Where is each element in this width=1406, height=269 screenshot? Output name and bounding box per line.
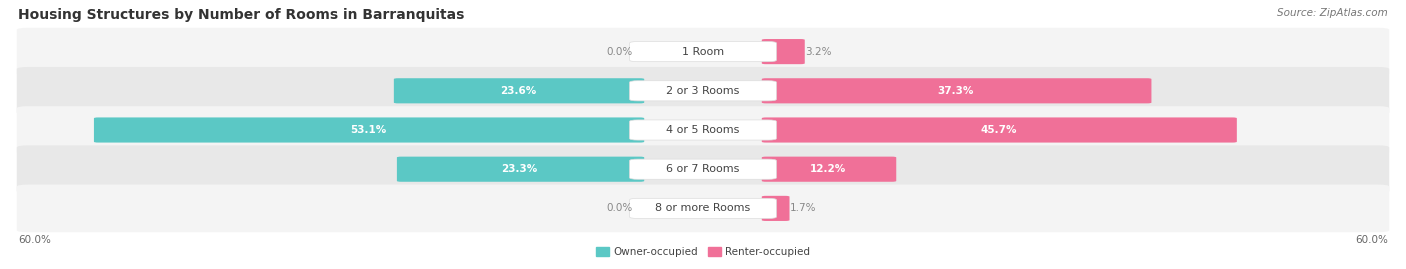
Text: 8 or more Rooms: 8 or more Rooms xyxy=(655,203,751,213)
Text: 37.3%: 37.3% xyxy=(938,86,974,96)
Text: 0.0%: 0.0% xyxy=(607,47,633,56)
Text: 1 Room: 1 Room xyxy=(682,47,724,56)
Text: 3.2%: 3.2% xyxy=(806,47,832,56)
FancyBboxPatch shape xyxy=(630,81,776,101)
FancyBboxPatch shape xyxy=(762,118,1237,143)
FancyBboxPatch shape xyxy=(762,157,896,182)
FancyBboxPatch shape xyxy=(630,120,776,140)
Text: 53.1%: 53.1% xyxy=(350,125,387,135)
Text: 6 or 7 Rooms: 6 or 7 Rooms xyxy=(666,164,740,174)
Text: 23.6%: 23.6% xyxy=(501,86,536,96)
Legend: Owner-occupied, Renter-occupied: Owner-occupied, Renter-occupied xyxy=(592,243,814,261)
FancyBboxPatch shape xyxy=(762,39,804,64)
FancyBboxPatch shape xyxy=(17,185,1389,232)
FancyBboxPatch shape xyxy=(17,28,1389,75)
FancyBboxPatch shape xyxy=(17,145,1389,193)
Text: 4 or 5 Rooms: 4 or 5 Rooms xyxy=(666,125,740,135)
Text: Source: ZipAtlas.com: Source: ZipAtlas.com xyxy=(1277,8,1388,18)
Text: 2 or 3 Rooms: 2 or 3 Rooms xyxy=(666,86,740,96)
FancyBboxPatch shape xyxy=(394,78,644,103)
Text: 1.7%: 1.7% xyxy=(790,203,817,213)
Text: 12.2%: 12.2% xyxy=(810,164,846,174)
FancyBboxPatch shape xyxy=(630,198,776,218)
FancyBboxPatch shape xyxy=(630,159,776,179)
Text: Housing Structures by Number of Rooms in Barranquitas: Housing Structures by Number of Rooms in… xyxy=(18,8,464,22)
FancyBboxPatch shape xyxy=(396,157,644,182)
FancyBboxPatch shape xyxy=(630,41,776,62)
Text: 23.3%: 23.3% xyxy=(502,164,537,174)
FancyBboxPatch shape xyxy=(762,78,1152,103)
FancyBboxPatch shape xyxy=(94,118,644,143)
Text: 0.0%: 0.0% xyxy=(607,203,633,213)
FancyBboxPatch shape xyxy=(762,196,790,221)
Text: 45.7%: 45.7% xyxy=(980,125,1017,135)
Text: 60.0%: 60.0% xyxy=(1355,235,1388,245)
Text: 60.0%: 60.0% xyxy=(18,235,51,245)
FancyBboxPatch shape xyxy=(17,67,1389,115)
FancyBboxPatch shape xyxy=(17,106,1389,154)
